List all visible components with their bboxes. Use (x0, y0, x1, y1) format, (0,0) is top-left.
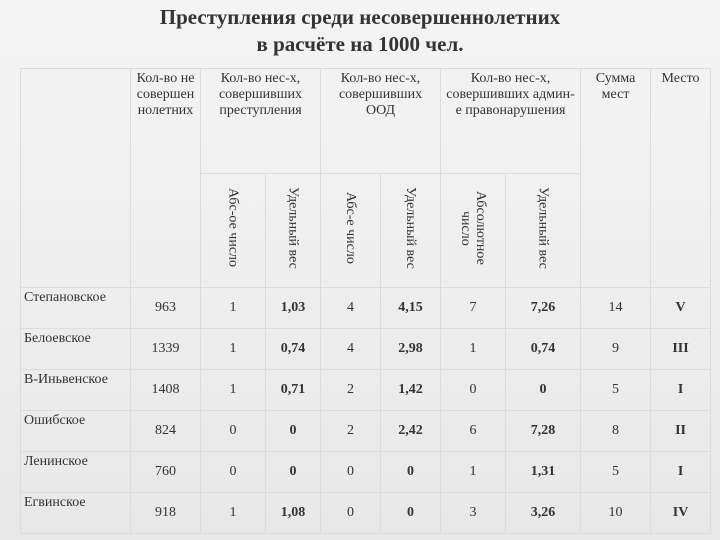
table-cell: 0 (380, 451, 442, 493)
table-cell: Степановское (20, 287, 131, 329)
table-cell: 0 (505, 369, 582, 411)
table-cell: 8 (580, 410, 652, 452)
table-cell: 0 (320, 492, 382, 534)
table-cell: Ленинское (20, 451, 131, 493)
header-text: Удельный вес (403, 187, 419, 269)
header-row: Абс-ое число Удельный вес Абс-е число Удель… (21, 173, 711, 288)
header-cell: Абс-е число (320, 173, 382, 288)
table-cell: 4 (320, 287, 382, 329)
header-cell: Удельный вес (380, 173, 442, 288)
table-cell: 0 (200, 451, 266, 493)
table-cell: 1,42 (380, 369, 442, 411)
table-cell: 1 (200, 328, 266, 370)
header-text: Абс-е число (343, 192, 359, 264)
table-row: Степановское 963 1 1,03 4 4,15 7 7,26 14 V (20, 287, 712, 329)
table-cell: 0 (320, 451, 382, 493)
table-cell: II (650, 410, 712, 452)
table-cell: 963 (130, 287, 201, 329)
table-cell: 0,71 (264, 369, 322, 411)
table-cell: 4,15 (380, 287, 442, 329)
table-row: Ошибское 824 0 0 2 2,42 6 7,28 8 II (20, 410, 712, 452)
table-row: Ленинское 760 0 0 0 0 1 1,31 5 I (20, 451, 712, 493)
table-cell: 2 (320, 410, 382, 452)
table-cell: 0 (264, 410, 322, 452)
header-cell: Сумма мест (580, 68, 652, 288)
table-cell: V (650, 287, 712, 329)
header-cell: Удельный вес (264, 173, 322, 288)
table-cell: 2,98 (380, 328, 442, 370)
table-cell: 918 (130, 492, 201, 534)
table-cell: 3,26 (505, 492, 582, 534)
header-text: Абсолютное число (458, 191, 489, 265)
table-cell: 0 (200, 410, 266, 452)
header-cell: Кол-во нес-х, совершивших преступления (199, 68, 322, 174)
table-cell: 1408 (130, 369, 201, 411)
table-cell: 7,26 (505, 287, 582, 329)
title-line: Преступления среди несовершеннолетних (159, 5, 561, 29)
table-cell: I (650, 369, 712, 411)
table-cell: III (650, 328, 712, 370)
table-cell: IV (650, 492, 712, 534)
header-cell: Кол-во нес-х, совершивших админ-е правон… (440, 68, 582, 174)
table-cell: 7,28 (505, 410, 582, 452)
table-cell: 824 (130, 410, 201, 452)
header-cell: Абсолютное число (440, 173, 507, 288)
table-cell: 7 (440, 287, 507, 329)
header-text: Удельный вес (285, 187, 301, 269)
table-cell: 0 (264, 451, 322, 493)
header-cell: Место (650, 68, 712, 288)
table-cell: 5 (580, 369, 652, 411)
header-cell: Удельный вес (505, 173, 582, 288)
table-cell: I (650, 451, 712, 493)
title: Преступления среди несовершеннолетних в … (0, 4, 720, 58)
table-row: Егвинское 918 1 1,08 0 0 3 3,26 10 IV (20, 492, 712, 534)
title-line: в расчёте на 1000 чел. (256, 32, 464, 56)
header-row: Кол-во несовершеннолетних Кол-во нес-х, с… (20, 68, 712, 288)
table-cell: 0 (440, 369, 507, 411)
table-row: В-Иньвенское 1408 1 0,71 2 1,42 0 0 5 I (20, 369, 712, 411)
table-cell: 1,31 (505, 451, 582, 493)
header-cell: Кол-во несовершеннолетних (130, 68, 201, 288)
table-cell: 14 (580, 287, 652, 329)
table-cell: 1 (440, 451, 507, 493)
table-cell: 1,08 (264, 492, 322, 534)
table-cell: 6 (440, 410, 507, 452)
table-cell: 760 (130, 451, 201, 493)
header-text: Абс-ое число (225, 188, 241, 268)
table-cell: Ошибское (20, 410, 131, 452)
table-cell: 0 (380, 492, 442, 534)
table-cell: 0,74 (264, 328, 322, 370)
table-cell: 1 (440, 328, 507, 370)
header-cell (20, 68, 131, 288)
header-cell: Кол-во нес-х, совершивших ООД (320, 68, 442, 174)
table-cell: 3 (440, 492, 507, 534)
table-cell: 9 (580, 328, 652, 370)
header-text: Удельный вес (535, 187, 551, 269)
table-cell: 0,74 (505, 328, 582, 370)
table-cell: 4 (320, 328, 382, 370)
table-cell: Егвинское (20, 492, 131, 534)
table-cell: В-Иньвенское (20, 369, 131, 411)
header-cell: Абс-ое число (200, 173, 266, 288)
table-cell: Белоевское (20, 328, 131, 370)
table-row: Белоевское 1339 1 0,74 4 2,98 1 0,74 9 III (20, 328, 712, 370)
table-cell: 1 (200, 369, 266, 411)
table-cell: 1339 (130, 328, 201, 370)
table-cell: 2 (320, 369, 382, 411)
table-cell: 10 (580, 492, 652, 534)
table-cell: 2,42 (380, 410, 442, 452)
table-cell: 1 (200, 492, 266, 534)
table-cell: 1,03 (264, 287, 322, 329)
table-cell: 5 (580, 451, 652, 493)
table: Кол-во несовершеннолетних Кол-во нес-х, с… (20, 68, 712, 534)
table-cell: 1 (200, 287, 266, 329)
